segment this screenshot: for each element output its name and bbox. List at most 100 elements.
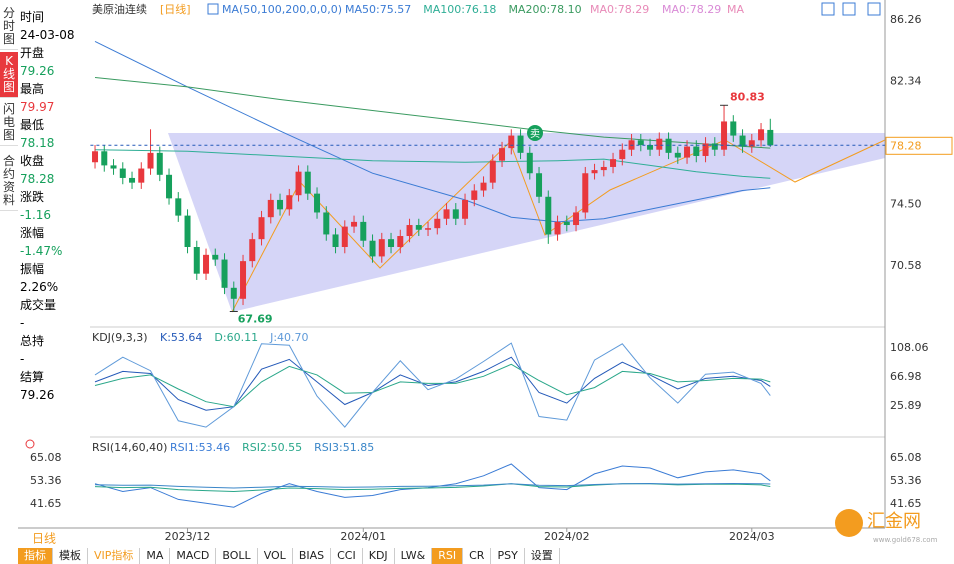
tab[interactable]: 闪电图 [0, 100, 18, 146]
tab[interactable]: LW& [395, 548, 433, 564]
value: 78.28 [20, 172, 55, 186]
line [94, 149, 771, 179]
indicator-tabs: 指标 模板 VIP指标 MA MACD BOLL VOL BIAS CCI KDJ LW& RSI CR… [18, 548, 560, 564]
tab[interactable]: 指标 [18, 548, 53, 564]
y-tick-label: 53.36 [30, 474, 62, 487]
period: [日线] [160, 2, 191, 16]
candle-body [591, 170, 598, 174]
candle-body [203, 254, 210, 274]
line [94, 463, 771, 508]
y-tick-label: 53.36 [890, 474, 922, 487]
candle-body [249, 239, 256, 262]
watermark-name: 汇金网 [867, 511, 921, 532]
y-tick-label: 25.89 [890, 399, 922, 412]
label: 成交量 [20, 298, 57, 312]
kdj-title: KDJ(9,3,3) [92, 331, 148, 344]
candle-body [554, 221, 561, 235]
candle-body [693, 146, 700, 156]
candle-body [480, 182, 487, 191]
candle-body [711, 143, 718, 150]
legend-entry: J:40.70 [269, 331, 308, 344]
tab[interactable]: CCI [331, 548, 363, 564]
label: 总持 [20, 334, 45, 348]
y-tick-label: 41.65 [30, 497, 62, 510]
tab[interactable]: 模板 [53, 548, 88, 564]
candle-body [369, 240, 376, 257]
tab[interactable]: K线图 [0, 52, 18, 98]
tab[interactable]: MACD [170, 548, 217, 564]
candle-body [138, 168, 145, 183]
candle-body [175, 198, 182, 216]
tab[interactable]: BIAS [293, 548, 332, 564]
tab[interactable]: VOL [258, 548, 293, 564]
label: 结算 [20, 370, 45, 384]
candle-body [388, 239, 395, 248]
label: 最高 [20, 82, 45, 96]
candle-body [684, 146, 691, 158]
candle-body [656, 138, 663, 150]
candle-body [471, 190, 478, 200]
value: -1.16 [20, 208, 52, 222]
value: - [20, 316, 25, 330]
ma-params: MA(50,100,200,0,0,0) [222, 3, 342, 16]
candle-body [119, 168, 126, 178]
candle-body [739, 135, 746, 147]
tab[interactable]: PSY [491, 548, 525, 564]
candle-body [397, 236, 404, 248]
candle-body [674, 152, 681, 158]
candle-body [499, 148, 506, 161]
candle-body [314, 193, 321, 213]
candle-body [647, 144, 654, 150]
candle-body [443, 209, 450, 219]
toolbar-icons[interactable] [821, 2, 881, 16]
line [94, 77, 771, 149]
symbol: 美原油连续 [92, 2, 147, 16]
tab[interactable]: BOLL [216, 548, 258, 564]
candle-body [758, 129, 765, 141]
candle-body [286, 195, 293, 210]
legend-entry: MA200:78.10 [508, 3, 581, 16]
y-tick-label: 66.98 [890, 370, 922, 383]
candle-body [536, 173, 543, 197]
y-tick-label: 108.06 [890, 341, 929, 354]
settings-icon[interactable] [25, 439, 35, 449]
tab[interactable]: 合约资料 [0, 152, 18, 211]
candle-body [258, 217, 265, 240]
tab[interactable]: 设置 [525, 548, 560, 564]
y-tick-label: 86.26 [890, 13, 922, 26]
x-tick-label: 2024/01 [340, 530, 386, 543]
label: 涨跌 [20, 190, 45, 204]
candle-body [184, 215, 191, 248]
candle-body [295, 171, 302, 196]
tab[interactable]: RSI [432, 548, 464, 564]
value: -1.47% [20, 244, 63, 258]
candle-body [221, 259, 228, 288]
candle-body [304, 171, 311, 194]
candle-body [600, 166, 607, 171]
tab[interactable]: VIP指标 [88, 548, 141, 564]
line [94, 483, 771, 493]
candle-body [702, 143, 709, 156]
candle-body [462, 199, 469, 219]
candle-body [156, 152, 163, 175]
tab[interactable]: MA [140, 548, 171, 564]
candle-body [360, 221, 367, 241]
tab[interactable]: 分时图 [0, 4, 18, 50]
x-tick-label: 2023/12 [165, 530, 211, 543]
candle-body [166, 174, 173, 199]
candle-body [110, 165, 117, 169]
legend-entry: K:53.64 [160, 331, 202, 344]
candle-body [637, 140, 644, 145]
legend-entry: RSI3:51.85 [314, 441, 374, 454]
candle-body [748, 140, 755, 147]
y-tick-label: 65.08 [30, 451, 62, 464]
period-tab[interactable]: 日线 [32, 532, 56, 546]
last-price-label: 78.28 [890, 139, 922, 152]
tab[interactable]: KDJ [363, 548, 395, 564]
tab[interactable]: CR [463, 548, 492, 564]
candle-body [230, 287, 237, 299]
value: - [20, 352, 25, 366]
info-panel: 时间 24-03-08 开盘 79.26 最高 79.97 最低 78.18 收盘 78.… [20, 8, 86, 413]
